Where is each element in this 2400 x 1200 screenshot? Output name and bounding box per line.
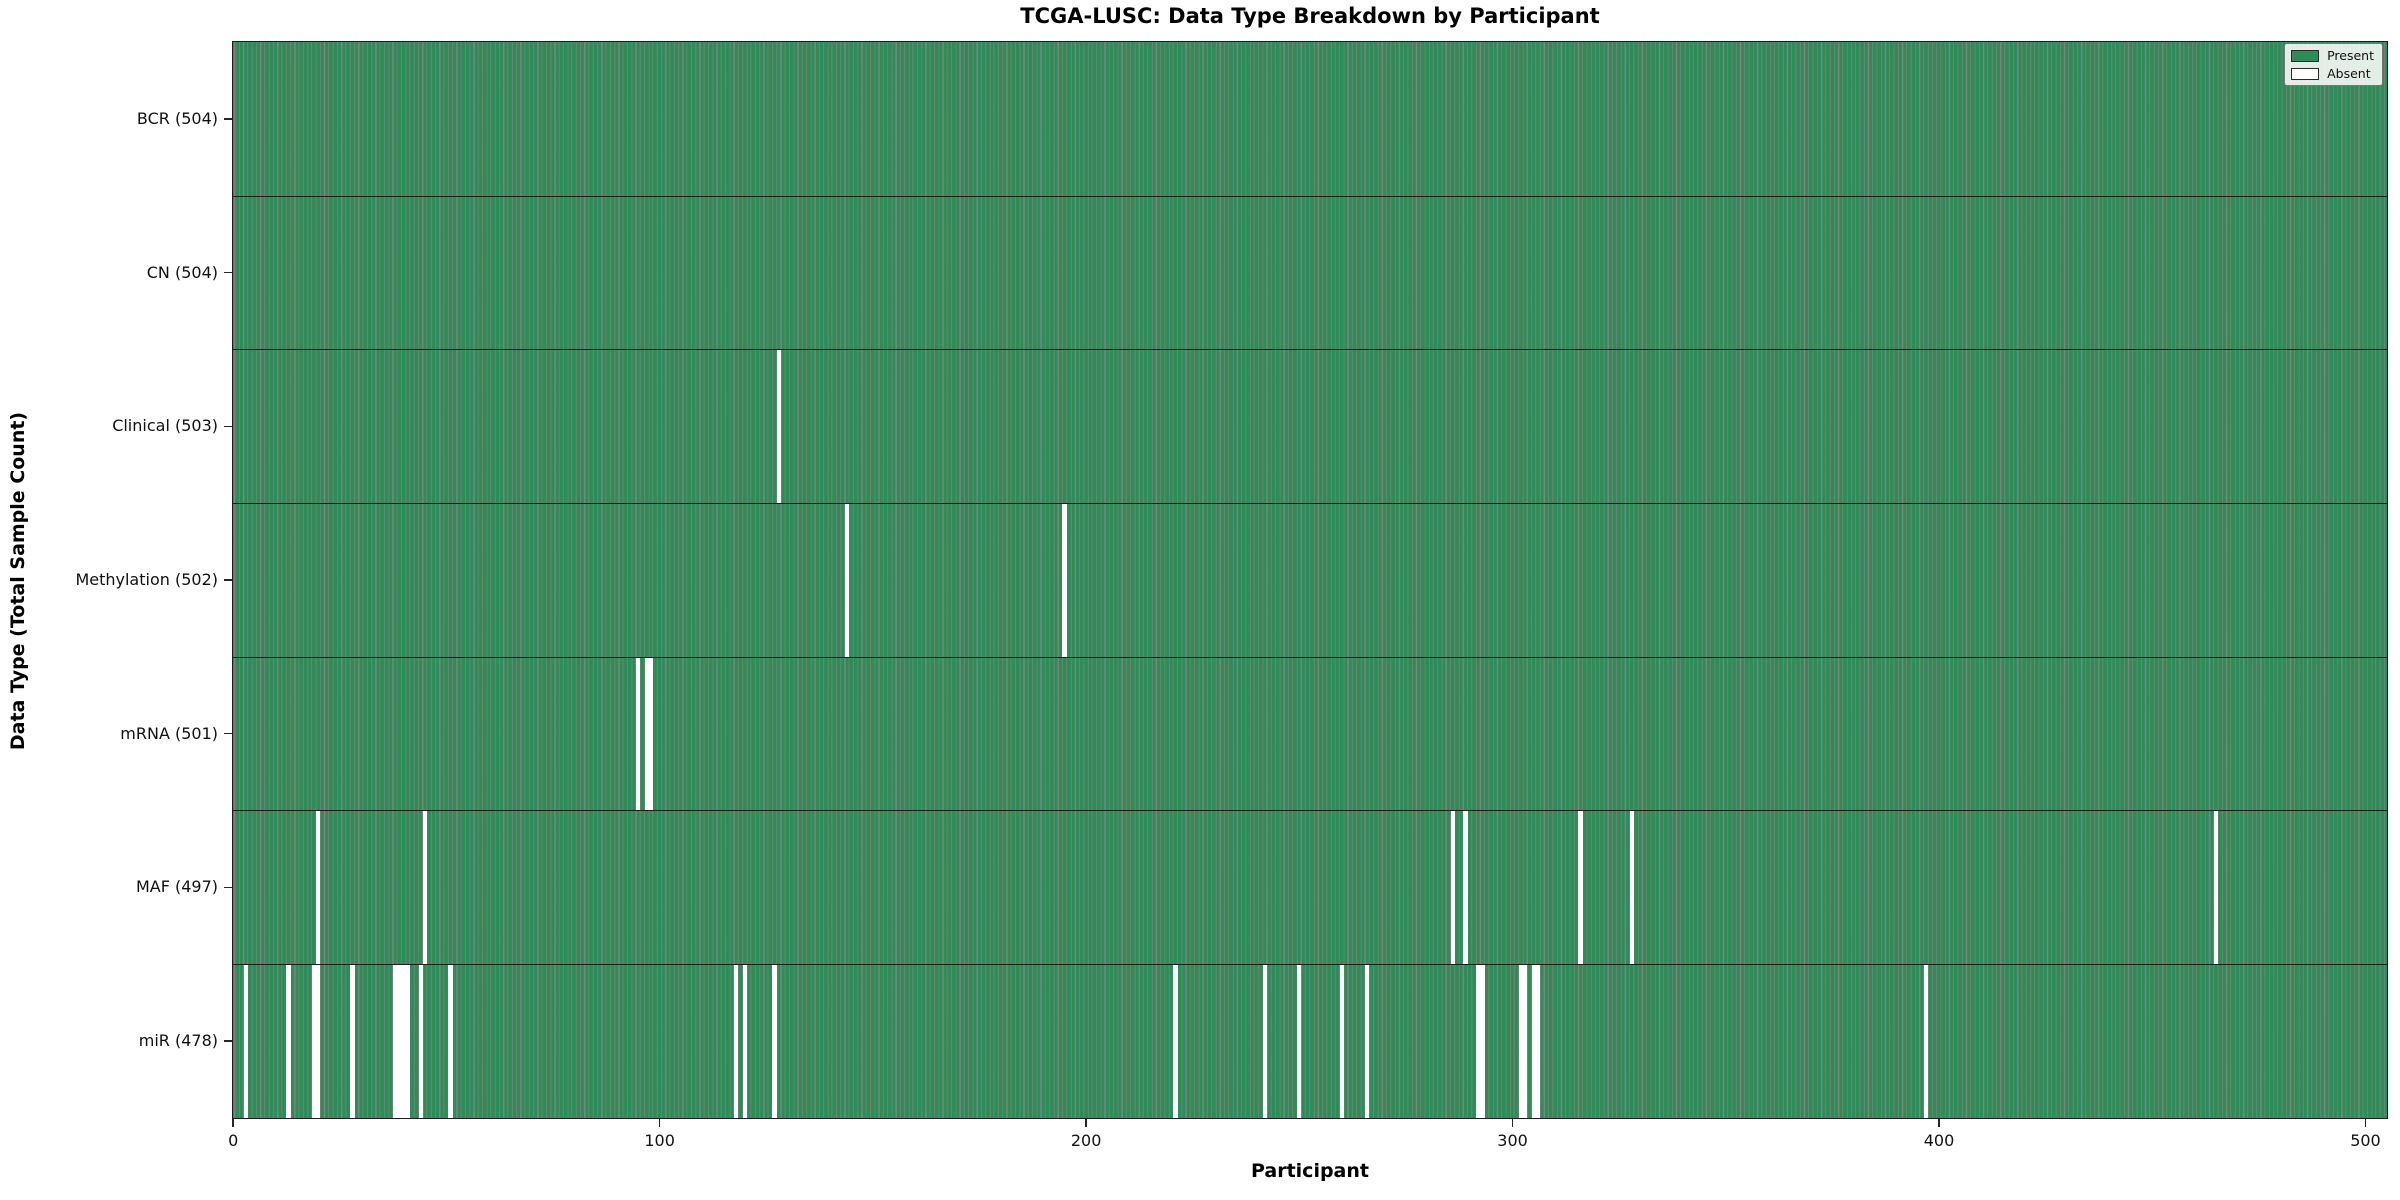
legend-swatch-present [2291,49,2320,62]
absent-gap-MAF-286 [1450,810,1455,964]
y-tick-mark [224,425,232,428]
absent-gap-miR-51 [448,963,453,1118]
row-separator [233,963,2387,966]
absent-gap-miR-3 [243,963,248,1118]
legend: Present Absent [2284,43,2383,86]
x-tick-label: 200 [1070,1131,1102,1150]
absent-gap-miR-44 [418,963,423,1118]
y-tick-mark [224,732,232,735]
absent-gap-miR-41 [405,963,410,1118]
x-tick-mark [1085,1119,1087,1127]
x-tick-label: 100 [644,1131,675,1150]
legend-label: Absent [2327,66,2371,81]
absent-gap-mRNA-95 [636,656,641,811]
y-tick-label: CN (504) [146,262,218,282]
absent-gap-miR-260 [1339,963,1344,1118]
absent-gap-Methylation-144 [844,502,850,657]
row-separator [233,656,2387,658]
y-tick-label: Clinical (503) [112,416,218,436]
absent-gap-Clinical-128 [776,349,781,503]
legend-swatch-absent [2291,67,2320,80]
absent-gap-mRNA-97 [644,656,649,811]
legend-item: Absent [2291,67,2374,80]
absent-gap-miR-28 [350,963,355,1118]
absent-gap-miR-38 [392,963,398,1118]
y-tick-label: BCR (504) [136,109,218,129]
y-tick-mark [224,118,232,120]
absent-gap-miR-40 [401,963,406,1118]
chart-title: TCGA-LUSC: Data Type Breakdown by Partic… [1020,4,1600,28]
absent-gap-miR-39 [397,963,402,1118]
absent-gap-MAF-465 [2213,810,2219,964]
absent-gap-miR-397 [1923,963,1929,1118]
absent-gap-miR-305 [1531,963,1536,1118]
absent-gap-miR-13 [286,963,291,1118]
absent-gap-MAF-289 [1463,810,1468,964]
x-tick-mark [1938,1119,1940,1127]
y-tick-mark [224,271,232,274]
absent-gap-miR-266 [1365,963,1370,1118]
y-tick-label: mRNA (501) [120,723,218,743]
absent-gap-miR-127 [772,963,777,1118]
absent-gap-miR-118 [734,963,739,1118]
absent-gap-mRNA-98 [648,656,654,811]
y-tick-label: MAF (497) [135,877,218,897]
x-axis-label: Participant [1250,1160,1369,1182]
legend-item: Present [2291,49,2374,62]
absent-gap-MAF-328 [1629,810,1634,964]
x-tick-mark [1511,1119,1514,1127]
x-tick-label: 500 [2350,1131,2381,1150]
absent-gap-miR-242 [1262,963,1268,1118]
absent-gap-miR-302 [1518,963,1523,1118]
y-tick-label: Methylation (502) [75,570,218,589]
absent-gap-MAF-316 [1578,810,1583,964]
y-tick-mark [224,579,232,581]
legend-label: Present [2327,48,2374,63]
absent-gap-miR-293 [1480,963,1485,1118]
absent-gap-miR-20 [316,963,321,1118]
x-tick-label: 0 [228,1131,239,1150]
x-tick-label: 400 [1923,1131,1955,1150]
absent-gap-miR-306 [1535,963,1541,1118]
row-separator [233,349,2387,351]
y-tick-label: miR (478) [138,1030,218,1050]
absent-gap-MAF-20 [316,810,321,964]
absent-gap-MAF-45 [422,810,428,964]
y-tick-mark [224,1040,232,1042]
x-tick-mark [232,1119,234,1127]
row-separator [233,502,2387,505]
row-separator [233,195,2387,197]
x-tick-mark [2364,1119,2367,1127]
absent-gap-miR-292 [1476,963,1481,1118]
row-separator [233,810,2387,812]
y-tick-mark [224,886,232,889]
absent-gap-miR-303 [1523,963,1528,1118]
absent-gap-miR-250 [1297,963,1302,1118]
x-tick-label: 300 [1497,1131,1528,1150]
plot-area [232,41,2388,1119]
x-tick-mark [658,1119,661,1127]
absent-gap-miR-120 [742,963,747,1118]
absent-gap-miR-19 [311,963,317,1118]
absent-gap-miR-221 [1173,963,1178,1118]
absent-gap-Methylation-195 [1062,502,1067,657]
